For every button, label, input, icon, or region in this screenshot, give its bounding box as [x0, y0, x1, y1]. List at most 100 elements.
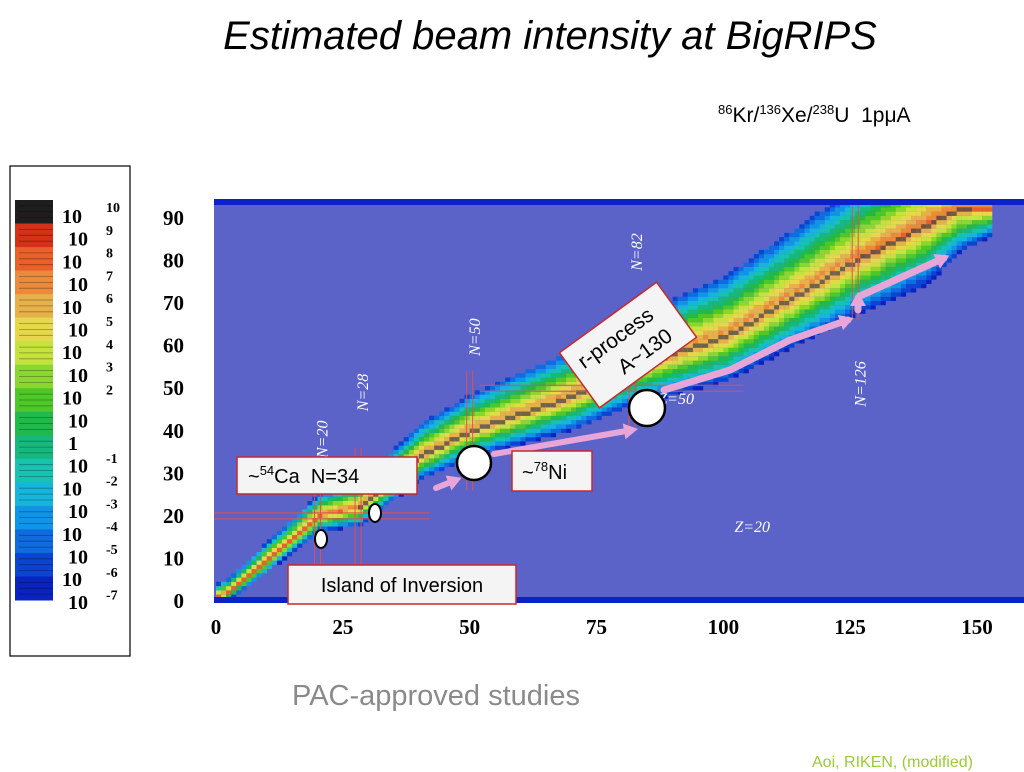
- stable-cell: [530, 407, 536, 412]
- heatmap-cell: [713, 300, 719, 306]
- heatmap-cell: [961, 228, 967, 233]
- heatmap-cell: [682, 292, 688, 297]
- heatmap-cell: [911, 254, 917, 259]
- heatmap-cell: [794, 266, 800, 272]
- heatmap-cell: [302, 535, 308, 540]
- heatmap-cell: [961, 237, 967, 242]
- heatmap-cell: [525, 390, 531, 395]
- heatmap-cell: [332, 501, 338, 506]
- heatmap-cell: [789, 249, 795, 255]
- stable-cell: [819, 279, 825, 284]
- stable-cell: [550, 403, 556, 408]
- heatmap-cell: [373, 496, 379, 501]
- heatmap-cell: [748, 262, 754, 267]
- heatmap-cell: [606, 403, 612, 408]
- heatmap-cell: [931, 232, 937, 238]
- heatmap-cell: [956, 215, 962, 221]
- stable-cell: [911, 228, 917, 233]
- heatmap-cell: [378, 501, 384, 506]
- heatmap-cell: [307, 530, 313, 535]
- heatmap-cell: [834, 245, 841, 250]
- heatmap-cell: [987, 215, 993, 221]
- heatmap-cell: [561, 390, 567, 395]
- heatmap-cell: [571, 386, 577, 391]
- heatmap-cell: [880, 220, 886, 225]
- heatmap-cell: [753, 262, 759, 267]
- heatmap-cell: [799, 271, 805, 276]
- heatmap-cell: [713, 318, 719, 323]
- heatmap-cell: [454, 403, 460, 408]
- n-magic-label: N=50: [467, 318, 484, 356]
- heatmap-cell: [449, 420, 455, 425]
- heatmap-cell: [621, 398, 628, 404]
- heatmap-cell: [439, 454, 445, 459]
- heatmap-cell: [804, 322, 810, 327]
- heatmap-cell: [779, 279, 785, 284]
- heatmap-cell: [880, 254, 886, 259]
- heatmap-cell: [799, 224, 805, 229]
- heatmap-cell: [789, 266, 795, 272]
- ca54-annotation: ~54Ca N=34: [236, 456, 418, 495]
- heatmap-cell: [327, 526, 333, 531]
- heatmap-cell: [495, 437, 501, 442]
- heatmap-cell: [510, 386, 516, 391]
- heatmap-cell: [763, 296, 770, 301]
- heatmap-cell: [819, 313, 825, 318]
- heatmap-cell: [728, 339, 734, 344]
- heatmap-cell: [850, 271, 856, 276]
- heatmap-cell: [946, 245, 952, 250]
- heatmap-cell: [434, 437, 440, 442]
- heatmap-cell: [540, 390, 546, 395]
- heatmap-cell: [987, 203, 993, 208]
- heatmap-cell: [850, 313, 856, 318]
- heatmap-cell: [672, 377, 678, 382]
- heatmap-cell: [287, 539, 293, 544]
- heatmap-cell: [429, 420, 435, 425]
- heatmap-cell: [900, 241, 907, 246]
- heatmap-cell: [672, 296, 678, 301]
- heatmap-cell: [383, 496, 389, 501]
- heatmap-cell: [708, 343, 714, 348]
- heatmap-cell: [895, 232, 901, 238]
- heatmap-cell: [794, 275, 800, 280]
- heatmap-cell: [799, 283, 805, 289]
- heatmap-cell: [921, 283, 927, 289]
- stable-cell: [789, 296, 795, 301]
- heatmap-cell: [845, 207, 851, 212]
- heatmap-cell: [977, 224, 983, 229]
- heatmap-cell: [692, 373, 699, 378]
- heatmap-cell: [809, 262, 815, 267]
- heatmap-cell: [982, 232, 988, 238]
- heatmap-cell: [484, 432, 491, 438]
- heatmap-cell: [911, 215, 917, 221]
- heatmap-cell: [784, 249, 790, 255]
- heatmap-cell: [474, 432, 480, 438]
- heatmap-cell: [718, 288, 724, 293]
- heatmap-cell: [515, 377, 521, 382]
- heatmap-cell: [875, 207, 881, 212]
- heatmap-cell: [769, 271, 775, 276]
- heatmap-cell: [363, 505, 369, 510]
- heatmap-cell: [307, 526, 313, 531]
- heatmap-cell: [921, 232, 927, 238]
- heatmap-cell: [779, 335, 785, 340]
- heatmap-cell: [459, 437, 465, 442]
- heatmap-cell: [885, 296, 891, 301]
- heatmap-cell: [799, 232, 805, 238]
- plot-frame-bottom: [214, 597, 1024, 603]
- stable-cell: [860, 254, 866, 259]
- heatmap-cell: [870, 245, 876, 250]
- heatmap-cell: [733, 343, 739, 348]
- heatmap-cell: [540, 398, 546, 404]
- stable-cell: [581, 390, 587, 395]
- stable-cell: [535, 407, 541, 412]
- heatmap-cell: [642, 386, 648, 391]
- heatmap-cell: [774, 322, 780, 327]
- heatmap-cell: [276, 547, 283, 553]
- heatmap-cell: [769, 262, 775, 267]
- heatmap-cell: [936, 271, 942, 276]
- heatmap-cell: [850, 266, 856, 272]
- heatmap-cell: [890, 296, 896, 301]
- color-scale-exponent: 3: [106, 361, 113, 376]
- heatmap-cell: [322, 509, 328, 514]
